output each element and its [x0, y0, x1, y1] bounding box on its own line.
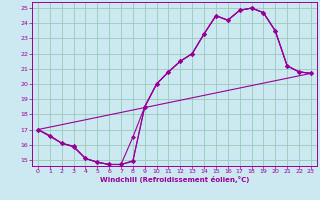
X-axis label: Windchill (Refroidissement éolien,°C): Windchill (Refroidissement éolien,°C)	[100, 176, 249, 183]
